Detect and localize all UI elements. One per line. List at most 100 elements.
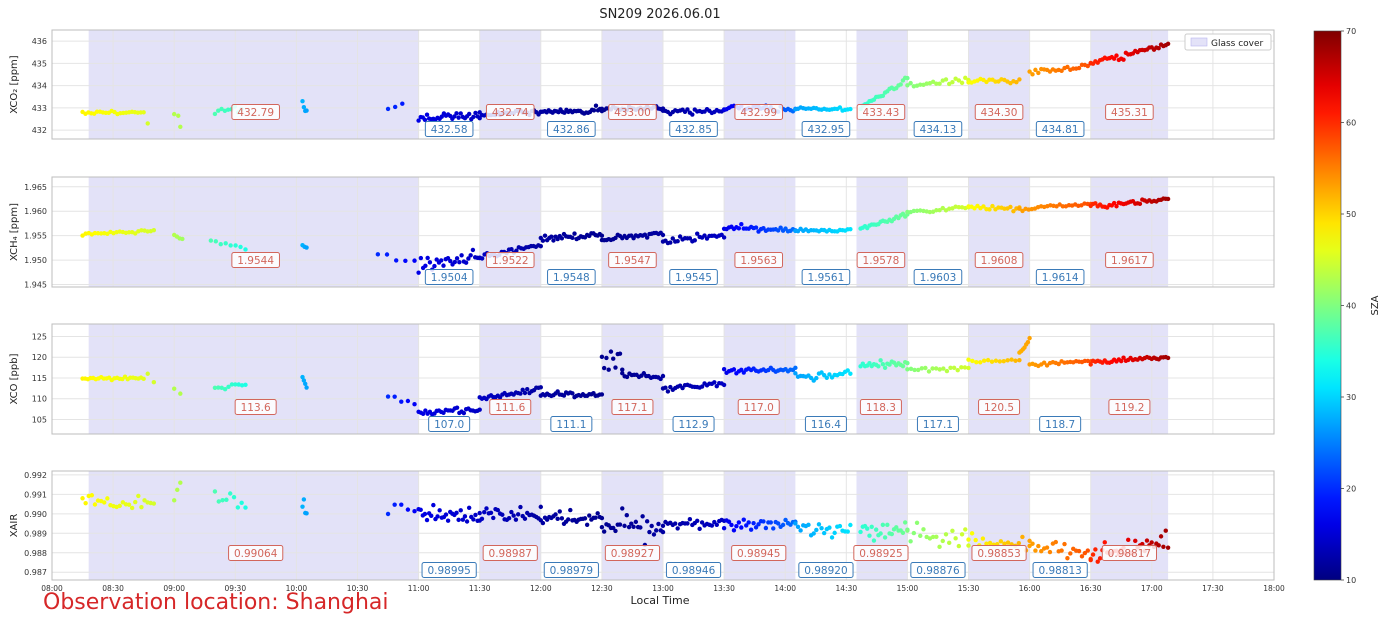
- data-point: [905, 367, 910, 372]
- mean-value-box: [1035, 121, 1085, 137]
- data-point: [871, 538, 877, 543]
- data-point: [375, 252, 381, 257]
- data-point: [464, 519, 470, 524]
- data-point: [466, 505, 472, 510]
- mean-value-label: 1.9563: [740, 255, 777, 267]
- data-point: [452, 259, 458, 265]
- data-point: [956, 543, 962, 549]
- data-point: [959, 365, 964, 370]
- data-point: [930, 79, 936, 85]
- data-point: [473, 110, 478, 116]
- data-point: [223, 241, 228, 246]
- data-point: [966, 537, 971, 542]
- data-point: [1016, 540, 1022, 546]
- data-point: [1013, 358, 1018, 363]
- mean-value-box: [798, 562, 854, 578]
- mean-value-label: 120.5: [984, 402, 1014, 414]
- data-point: [882, 365, 888, 370]
- data-point: [731, 367, 737, 372]
- data-point: [509, 509, 514, 515]
- data-point: [1027, 69, 1032, 74]
- data-point: [940, 205, 945, 211]
- data-point: [816, 522, 822, 527]
- data-point: [506, 516, 512, 521]
- data-point: [663, 385, 668, 390]
- x-tick-label: 15:30: [958, 584, 980, 593]
- data-point: [126, 230, 132, 235]
- data-point: [1059, 68, 1064, 74]
- y-axis-label: XAIR: [9, 514, 20, 538]
- data-point: [620, 367, 625, 372]
- data-point: [943, 77, 949, 82]
- data-point: [937, 81, 942, 86]
- data-point: [927, 209, 933, 215]
- data-point: [102, 500, 107, 505]
- mean-value-label: 0.99064: [234, 548, 278, 560]
- data-point: [1025, 339, 1031, 345]
- mean-value-label: 432.74: [492, 107, 529, 119]
- glass-cover-band: [968, 471, 1030, 580]
- data-point: [1047, 549, 1053, 555]
- data-point: [998, 539, 1004, 544]
- data-point: [466, 256, 471, 261]
- data-point: [141, 376, 146, 382]
- data-point: [685, 521, 690, 526]
- data-point: [721, 366, 727, 372]
- data-point: [92, 230, 98, 236]
- data-point: [923, 365, 928, 371]
- data-point: [454, 256, 460, 261]
- data-point: [771, 526, 776, 531]
- data-point: [660, 232, 666, 238]
- data-point: [1041, 360, 1047, 365]
- data-point: [699, 384, 705, 389]
- data-point: [239, 383, 245, 388]
- mean-value-label: 0.98927: [611, 548, 654, 560]
- data-point: [468, 253, 473, 258]
- data-point: [399, 399, 404, 404]
- data-point: [974, 359, 979, 365]
- y-tick-label: 0.990: [24, 510, 47, 519]
- data-point: [216, 499, 221, 504]
- glass-cover-band: [479, 471, 541, 580]
- mean-value-box: [859, 399, 902, 415]
- data-point: [129, 505, 135, 511]
- data-point: [638, 525, 643, 530]
- data-point: [654, 528, 659, 533]
- data-point: [439, 258, 444, 263]
- data-point: [466, 111, 472, 117]
- data-point: [966, 365, 971, 371]
- data-point: [806, 522, 811, 528]
- data-point: [1093, 547, 1098, 552]
- data-point: [231, 494, 237, 500]
- data-point: [180, 236, 185, 242]
- mean-value-label: 0.98925: [859, 548, 902, 560]
- mean-value-box: [1105, 252, 1154, 268]
- data-point: [685, 107, 690, 112]
- mean-value-label: 432.58: [431, 124, 468, 136]
- data-point: [400, 101, 405, 106]
- data-point: [243, 247, 248, 252]
- data-point: [1102, 540, 1107, 545]
- data-point: [213, 239, 219, 244]
- y-tick-label: 0.988: [24, 549, 47, 558]
- panel-frame: [51, 323, 1275, 435]
- data-point: [1090, 552, 1096, 557]
- data-point: [837, 105, 843, 110]
- data-point: [445, 518, 451, 523]
- mean-value-label: 113.6: [241, 402, 271, 414]
- y-tick-label: 105: [32, 415, 47, 424]
- data-point: [568, 507, 573, 513]
- data-point: [1059, 548, 1064, 553]
- data-point: [454, 510, 459, 516]
- data-point: [126, 502, 132, 507]
- data-point: [963, 527, 968, 532]
- data-point: [479, 256, 485, 261]
- data-point: [827, 372, 832, 377]
- data-point: [582, 516, 588, 521]
- x-tick-label: 16:00: [1019, 584, 1041, 593]
- data-point: [599, 515, 605, 521]
- data-point: [418, 507, 423, 512]
- data-point: [878, 531, 883, 536]
- data-point: [145, 371, 150, 376]
- data-point: [905, 83, 910, 88]
